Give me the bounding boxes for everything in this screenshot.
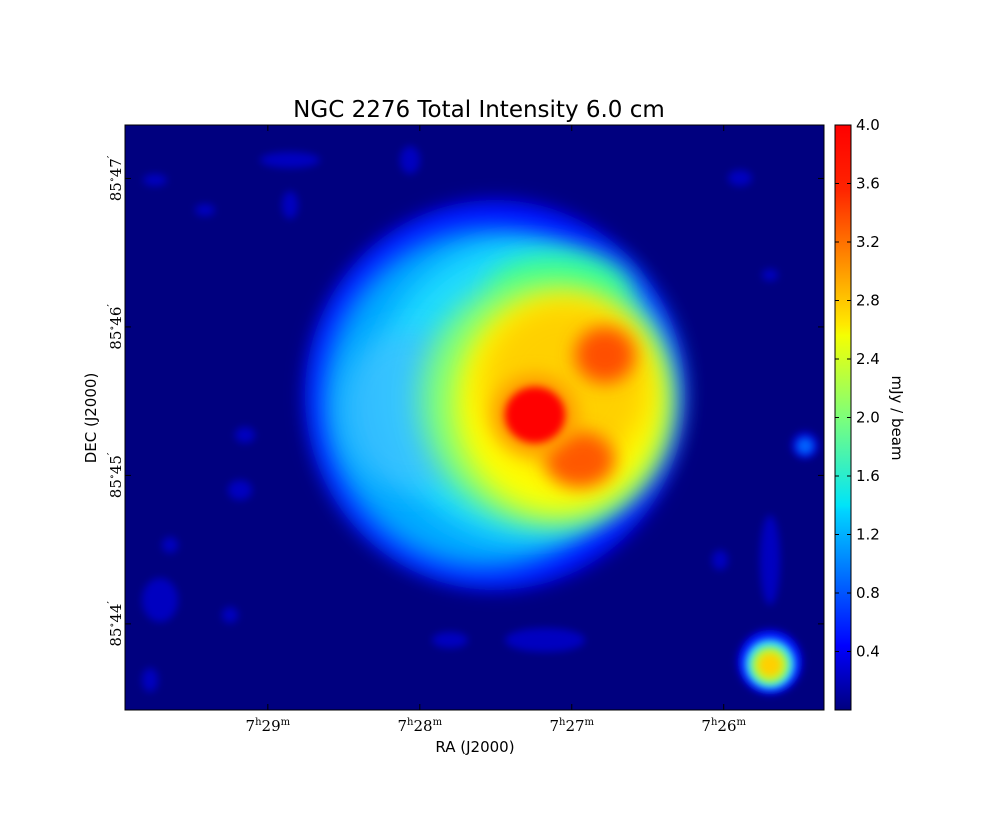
colorbar-tick-label: 3.2 [856, 233, 880, 251]
plot-frame [124, 124, 825, 711]
colorbar-tick-label: 1.2 [856, 526, 880, 544]
colorbar-tick-label: 1.6 [856, 467, 880, 485]
x-axis-label: RA (J2000) [435, 738, 514, 756]
colorbar-tick-label: 4.0 [856, 116, 880, 134]
colorbar-tick-label: 2.0 [856, 409, 880, 427]
y-tick-label: 85∘47′ [105, 155, 125, 201]
colorbar-ticks: 0.4 0.8 1.2 1.6 2.0 2.4 2.8 3.2 3.6 4.0 [835, 116, 880, 661]
colorbar: 0.4 0.8 1.2 1.6 2.0 2.4 2.8 3.2 3.6 4.0 [834, 116, 880, 711]
plot-area [124, 124, 825, 711]
colorbar-tick-label: 3.6 [856, 175, 880, 193]
colorbar-label: mJy / beam [888, 375, 906, 460]
beam-ellipse [738, 630, 802, 694]
y-axis: 85∘44′ 85∘45′ 85∘46′ 85∘47′ [105, 155, 824, 647]
x-tick-label: 7h28m [398, 717, 443, 735]
x-tick-label: 7h26m [701, 717, 746, 735]
intensity-map [142, 146, 819, 694]
x-tick-label: 7h27m [549, 717, 594, 735]
colorbar-tick-label: 0.4 [856, 643, 880, 661]
y-tick-label: 85∘46′ [105, 304, 125, 350]
colorbar-tick-label: 0.8 [856, 584, 880, 602]
x-tick-label: 7h29m [246, 717, 291, 735]
noise-features [142, 146, 819, 692]
chart-title: NGC 2276 Total Intensity 6.0 cm [293, 97, 665, 123]
colorbar-tick-label: 2.4 [856, 350, 880, 368]
colorbar-tick-label: 2.8 [856, 292, 880, 310]
point-source-east [796, 437, 814, 455]
y-axis-label: DEC (J2000) [82, 373, 100, 464]
galaxy-disk [305, 200, 685, 590]
x-axis: 7h29m 7h28m 7h27m 7h26m [246, 125, 747, 735]
y-tick-label: 85∘45′ [105, 452, 125, 498]
y-tick-label: 85∘44′ [105, 601, 125, 647]
